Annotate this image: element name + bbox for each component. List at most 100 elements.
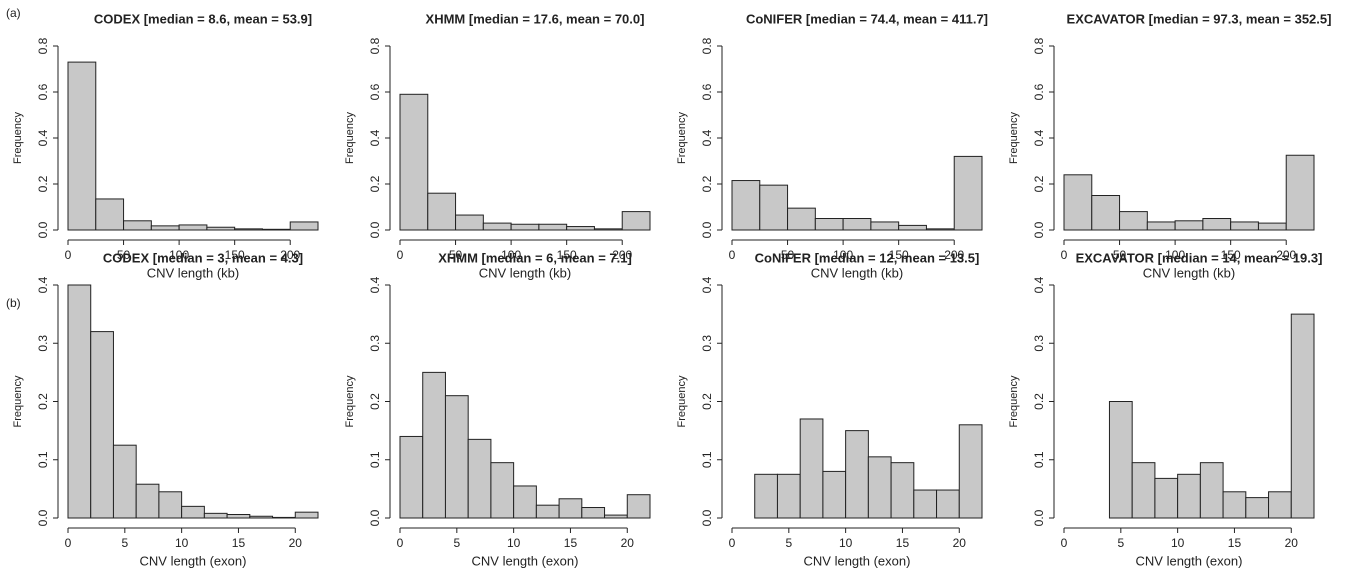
bar (898, 224, 927, 231)
x-tick-label: 200 (612, 248, 632, 262)
x-tick-label: 0 (65, 536, 72, 550)
x-tick-label: 150 (557, 248, 577, 262)
bar (1063, 174, 1093, 231)
y-tick-label: 0.2 (368, 393, 382, 410)
chart-title: EXCAVATOR [median = 14, mean = 19.3] (1076, 250, 1323, 265)
y-tick-label: 0.2 (368, 175, 382, 192)
x-tick-label: 10 (507, 536, 521, 550)
bar (1108, 401, 1133, 519)
bar (870, 221, 900, 231)
y-tick-label: 0.1 (36, 451, 50, 468)
bar (1146, 221, 1176, 231)
y-tick-label: 0.0 (1032, 509, 1046, 526)
y-tick-label: 0.8 (1032, 37, 1046, 54)
bar (731, 180, 761, 231)
bar (621, 211, 651, 231)
bar (626, 494, 651, 519)
y-axis-label: Frequency (12, 375, 24, 427)
bar (123, 220, 152, 231)
bar (482, 222, 512, 231)
y-tick-label: 0.4 (700, 276, 714, 293)
x-tick-label: 15 (896, 536, 910, 550)
y-tick-label: 0.1 (368, 451, 382, 468)
y-tick-label: 0.0 (368, 509, 382, 526)
x-tick-label: 150 (1221, 248, 1241, 262)
bar (135, 483, 160, 519)
bar (535, 504, 560, 519)
y-tick-label: 0.3 (368, 335, 382, 352)
bar (455, 214, 484, 231)
bar (513, 485, 537, 519)
x-tick-label: 10 (1171, 536, 1185, 550)
bar (822, 470, 847, 519)
bar (1268, 491, 1292, 519)
bar (787, 207, 816, 231)
chart-title: CODEX [median = 8.6, mean = 53.9] (94, 11, 312, 26)
bar (1245, 497, 1270, 519)
chart-title: XHMM [median = 6, mean = 7.1] (438, 250, 632, 265)
x-tick-label: 100 (1165, 248, 1185, 262)
x-tick-label: 5 (785, 536, 792, 550)
x-tick-label: 20 (1285, 536, 1299, 550)
x-tick-label: 200 (280, 248, 300, 262)
bar (289, 221, 319, 231)
y-tick-label: 0.2 (700, 175, 714, 192)
x-tick-label: 5 (453, 536, 460, 550)
chart-title: CoNIFER [median = 12, mean = 13.5] (755, 250, 980, 265)
y-tick-label: 0.2 (1032, 393, 1046, 410)
x-tick-label: 20 (289, 536, 303, 550)
chart-title: EXCAVATOR [median = 97.3, mean = 352.5] (1067, 11, 1332, 26)
y-tick-label: 0.8 (700, 37, 714, 54)
bar (925, 228, 955, 231)
bar (150, 225, 180, 231)
bar (759, 184, 789, 231)
x-tick-label: 15 (564, 536, 578, 550)
bar (181, 505, 205, 519)
y-tick-label: 0.4 (1032, 276, 1046, 293)
y-tick-label: 0.2 (36, 175, 50, 192)
bar (1222, 491, 1247, 519)
x-axis-label: CNV length (exon) (472, 553, 579, 568)
y-axis-label: Frequency (344, 375, 356, 427)
x-tick-label: 5 (121, 536, 128, 550)
y-tick-label: 0.1 (1032, 451, 1046, 468)
x-tick-label: 150 (225, 248, 245, 262)
bar (399, 93, 429, 231)
y-tick-label: 0.0 (36, 221, 50, 238)
y-tick-label: 0.0 (368, 221, 382, 238)
x-axis-label: CNV length (kb) (147, 265, 239, 280)
bar (399, 435, 424, 519)
y-tick-label: 0.1 (700, 451, 714, 468)
x-tick-label: 10 (175, 536, 189, 550)
bar (936, 489, 960, 519)
y-tick-label: 0.4 (36, 276, 50, 293)
x-tick-label: 15 (232, 536, 246, 550)
bar (1285, 154, 1315, 231)
y-tick-label: 0.4 (36, 129, 50, 146)
chart-title: CoNIFER [median = 74.4, mean = 411.7] (746, 11, 988, 26)
bar (95, 198, 125, 231)
bar (234, 228, 263, 231)
y-tick-label: 0.2 (1032, 175, 1046, 192)
y-axis-label: Frequency (12, 112, 24, 164)
y-tick-label: 0.2 (700, 393, 714, 410)
y-tick-label: 0.6 (700, 83, 714, 100)
bar (427, 192, 457, 231)
x-tick-label: 0 (729, 248, 736, 262)
y-tick-label: 0.3 (36, 335, 50, 352)
x-tick-label: 200 (944, 248, 964, 262)
bar (799, 418, 824, 519)
y-axis-label: Frequency (1008, 112, 1020, 164)
bar (467, 438, 492, 519)
bar (558, 498, 583, 519)
y-tick-label: 0.4 (368, 129, 382, 146)
bar (842, 218, 872, 231)
bar (444, 395, 469, 519)
x-tick-label: 50 (449, 248, 463, 262)
x-tick-label: 0 (397, 248, 404, 262)
bar (1091, 195, 1121, 231)
y-tick-label: 0.3 (1032, 335, 1046, 352)
bar (226, 514, 251, 519)
x-tick-label: 0 (729, 536, 736, 550)
y-tick-label: 0.6 (36, 83, 50, 100)
